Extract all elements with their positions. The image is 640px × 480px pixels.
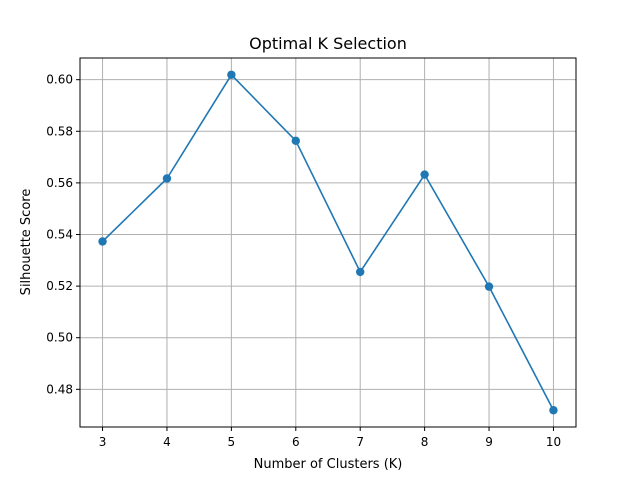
y-tick-label: 0.52	[46, 279, 73, 293]
data-point	[98, 237, 107, 246]
x-axis-label: Number of Clusters (K)	[254, 457, 403, 472]
chart-title: Optimal K Selection	[249, 34, 407, 53]
data-point	[162, 174, 172, 183]
x-tick-label: 3	[99, 435, 107, 449]
y-tick-label: 0.54	[46, 228, 73, 242]
x-tick-label: 6	[292, 435, 300, 449]
x-tick-label: 5	[228, 435, 236, 449]
series-line	[101, 73, 555, 411]
x-tick-label: 4	[163, 435, 171, 449]
y-axis-label: Silhouette Score	[19, 189, 34, 296]
x-tick-label: 9	[485, 435, 493, 449]
data-point	[227, 70, 236, 79]
y-tick-label: 0.50	[46, 331, 73, 345]
x-axis-ticks: 3 4 5 6 7 8 9 10	[99, 427, 561, 449]
data-point	[356, 267, 365, 277]
y-tick-label: 0.58	[46, 124, 73, 138]
data-point	[549, 406, 558, 415]
y-axis-ticks: 0.48 0.50 0.52 0.54 0.56 0.58 0.60	[46, 73, 80, 396]
x-tick-label: 7	[356, 435, 364, 449]
series-layer	[98, 70, 558, 415]
data-point	[291, 136, 300, 146]
y-tick-label: 0.60	[46, 73, 73, 87]
grid	[80, 58, 576, 427]
x-tick-label: 8	[421, 435, 429, 449]
data-point	[420, 170, 429, 179]
data-point	[484, 282, 494, 291]
y-tick-label: 0.56	[46, 176, 73, 190]
y-tick-label: 0.48	[46, 382, 73, 396]
x-tick-label: 10	[546, 435, 561, 449]
plot-frame	[79, 57, 577, 428]
